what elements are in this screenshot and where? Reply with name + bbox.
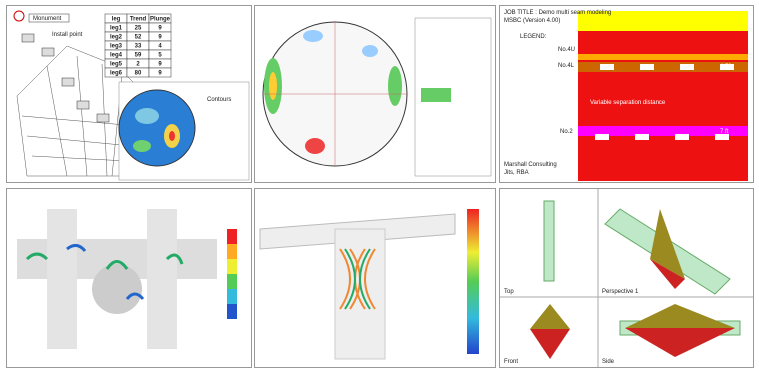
model-view (17, 209, 237, 349)
wedge (625, 304, 735, 328)
block (543, 200, 555, 282)
table-text: leg5 (110, 62, 123, 68)
table-text: 80 (135, 71, 142, 77)
seam-label: No.2 (560, 129, 573, 135)
view-label: Perspective 1 (602, 289, 639, 295)
wedge (650, 209, 685, 279)
contour (66, 244, 145, 300)
table-text: 4 (158, 44, 162, 50)
table-text: 2 (136, 62, 140, 68)
panel-stereonet (254, 5, 496, 183)
credit: Jits, RBA (504, 170, 529, 176)
shaft (334, 228, 386, 360)
job-title: JOB TITLE : Demo multi seam modeling (504, 10, 611, 16)
credit: Marshall Consulting (504, 162, 557, 168)
dimension: 4.5ft (720, 64, 732, 70)
contour (25, 252, 184, 270)
table-text: leg4 (110, 53, 123, 59)
table-text: leg3 (110, 44, 123, 50)
seam (578, 54, 748, 60)
marker (13, 10, 25, 22)
contour (303, 30, 323, 42)
wedge (650, 259, 685, 289)
panel-views: Top Perspective 1 Front Side (499, 188, 754, 368)
table-text: 9 (158, 35, 162, 41)
table-header: leg (112, 17, 121, 23)
table-text: 9 (158, 71, 162, 77)
layer (578, 31, 748, 181)
contour (135, 108, 159, 124)
pillars (595, 64, 734, 140)
seam-view: JOB TITLE : Demo multi seam modeling MSB… (504, 10, 748, 181)
label-box (28, 13, 70, 23)
table-text: 59 (135, 53, 142, 59)
tunnel (147, 209, 177, 349)
contour (269, 72, 277, 100)
wedge (530, 304, 570, 329)
view-label: Top (504, 289, 514, 295)
seam-label: No.4L (558, 63, 575, 69)
view-label: Front (504, 359, 518, 365)
stereonet-title: Contours (207, 97, 231, 103)
table-text: 52 (135, 35, 142, 41)
contour (133, 140, 151, 152)
legend-swatch (421, 88, 451, 102)
tunnel (47, 209, 77, 349)
seam (578, 62, 748, 72)
table-text: 9 (158, 26, 162, 32)
stereonet (118, 89, 196, 167)
panel-seams: JOB TITLE : Demo multi seam modeling MSB… (499, 5, 754, 183)
survey-view: Monument Install point leg Trend Plunge leg… (13, 10, 250, 181)
model-view (259, 209, 479, 360)
table-text: 9 (158, 62, 162, 68)
panel-3d-b (254, 188, 496, 368)
version: MSBC (Version 4.00) (504, 18, 560, 24)
table-cell (148, 67, 172, 78)
table-header: Plunge (150, 17, 171, 23)
table-text: leg2 (110, 35, 123, 41)
color-bar (467, 209, 479, 354)
table-text: 25 (135, 26, 142, 32)
note: Variable separation distance (590, 100, 666, 106)
table-text: 5 (158, 53, 162, 59)
table-text: leg6 (110, 71, 123, 77)
table-text: 33 (135, 44, 142, 50)
wedge (625, 328, 735, 357)
seam (578, 126, 748, 136)
wedge (530, 329, 570, 359)
contour (305, 138, 325, 154)
color-bar (227, 229, 237, 319)
panel-3d-a (6, 188, 252, 368)
layer (578, 11, 748, 31)
dimension: 7 ft (720, 129, 729, 135)
instruments (21, 33, 110, 123)
contour (362, 45, 378, 57)
table-text: leg1 (110, 26, 123, 32)
contour (169, 131, 175, 141)
panel-survey: Monument Install point leg Trend Plunge leg… (6, 5, 252, 183)
label: Install point (52, 32, 83, 38)
stereonet-view (262, 17, 492, 177)
contour (344, 248, 371, 310)
legend: LEGEND: (520, 34, 547, 40)
contour (388, 66, 402, 106)
table-header: Trend (130, 17, 147, 23)
label: Monument (33, 16, 62, 22)
shaft (92, 264, 142, 314)
views: Top Perspective 1 Front Side (500, 189, 753, 367)
seam-label: No.4U (558, 47, 575, 53)
view-label: Side (602, 359, 615, 365)
